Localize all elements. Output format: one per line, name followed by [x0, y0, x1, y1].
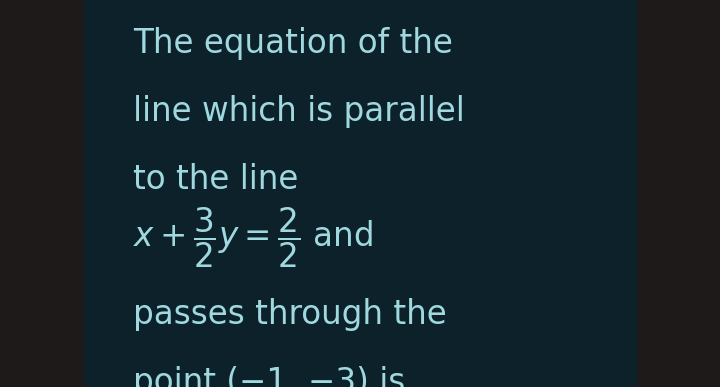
Text: $x + \dfrac{3}{2}y = \dfrac{2}{2}$ and: $x + \dfrac{3}{2}y = \dfrac{2}{2}$ and — [133, 206, 373, 270]
Text: The equation of the: The equation of the — [133, 27, 453, 60]
Bar — [637, 0, 720, 387]
Text: to the line: to the line — [133, 163, 299, 195]
Text: point (−1, −3) is: point (−1, −3) is — [133, 366, 405, 387]
Text: line which is parallel: line which is parallel — [133, 95, 465, 128]
Text: passes through the: passes through the — [133, 298, 447, 331]
Bar — [0, 0, 83, 387]
